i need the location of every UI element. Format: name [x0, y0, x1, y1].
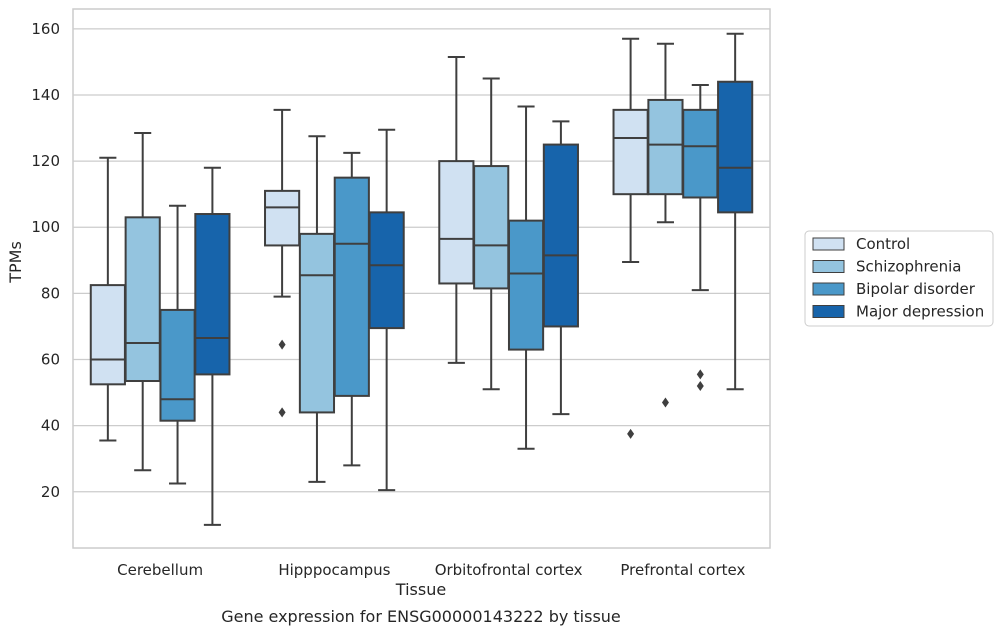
box-group — [473, 77, 510, 391]
box-group — [89, 156, 126, 442]
x-tick-label: Prefrontal cortex — [620, 561, 745, 579]
box-group — [264, 108, 301, 418]
box-group — [194, 166, 231, 526]
box-iqr — [717, 80, 754, 214]
box-group — [159, 204, 196, 485]
box-iqr — [612, 108, 649, 196]
chart-title: Gene expression for ENSG00000143222 by t… — [221, 607, 621, 626]
box-iqr — [124, 216, 161, 383]
box-iqr — [264, 189, 301, 247]
box-group — [647, 42, 684, 408]
legend-swatch — [812, 282, 845, 296]
legend: Control Schizophrenia Bipolar disorder Majo… — [804, 230, 994, 327]
box-group — [717, 32, 754, 391]
box-iqr — [507, 219, 545, 351]
box-iqr — [368, 211, 405, 330]
box-group — [124, 132, 161, 472]
outlier-point — [278, 407, 286, 418]
outlier-point — [278, 339, 286, 350]
y-tick-label: 140 — [31, 86, 60, 104]
legend-swatch — [812, 260, 845, 273]
legend-label: Schizophrenia — [856, 258, 961, 276]
y-tick-label: 160 — [31, 20, 60, 38]
legend-label: Major depression — [856, 303, 984, 321]
box-groups — [89, 32, 754, 526]
x-axis-title: Tissue — [395, 580, 446, 599]
y-tick-label: 20 — [41, 483, 60, 501]
box-iqr — [542, 143, 579, 328]
plot-area-frame — [72, 8, 771, 549]
box-group — [333, 151, 370, 467]
box-iqr — [159, 308, 196, 422]
y-tick-label: 60 — [41, 351, 60, 369]
y-tick-label: 120 — [31, 152, 60, 170]
box-iqr — [89, 284, 126, 386]
box-iqr — [298, 232, 336, 414]
outlier-point — [696, 369, 704, 380]
box-group — [298, 135, 336, 483]
outlier-point — [696, 380, 704, 391]
box-iqr — [438, 160, 475, 285]
box-iqr — [647, 98, 684, 196]
legend-frame — [804, 230, 994, 327]
x-tick-labels: Cerebellum Hipppocampus Orbitofrontal cort… — [117, 561, 745, 579]
legend-label: Bipolar disorder — [856, 280, 976, 298]
box-iqr — [682, 108, 719, 199]
box-iqr — [194, 213, 231, 376]
legend-swatch — [812, 305, 845, 318]
y-tick-labels: 20 40 60 80 100 120 140 160 — [31, 20, 60, 501]
x-tick-label: Cerebellum — [117, 561, 203, 579]
box-group — [682, 84, 719, 391]
y-tick-label: 40 — [41, 417, 60, 435]
box-iqr — [333, 176, 370, 397]
outlier-point — [627, 428, 635, 439]
x-tick-label: Hipppocampus — [278, 561, 390, 579]
box-group — [438, 55, 475, 364]
box-group — [612, 37, 649, 439]
legend-label: Control — [856, 235, 910, 253]
legend-swatch — [812, 237, 845, 251]
box-group — [368, 128, 405, 492]
x-tick-label: Orbitofrontal cortex — [435, 561, 583, 579]
outlier-point — [661, 397, 669, 408]
box-iqr — [473, 165, 510, 290]
box-group — [507, 105, 545, 450]
y-axis-title: TPMs — [6, 241, 25, 284]
y-tick-label: 100 — [31, 218, 60, 236]
y-tick-label: 80 — [41, 284, 60, 302]
box-group — [542, 120, 579, 416]
